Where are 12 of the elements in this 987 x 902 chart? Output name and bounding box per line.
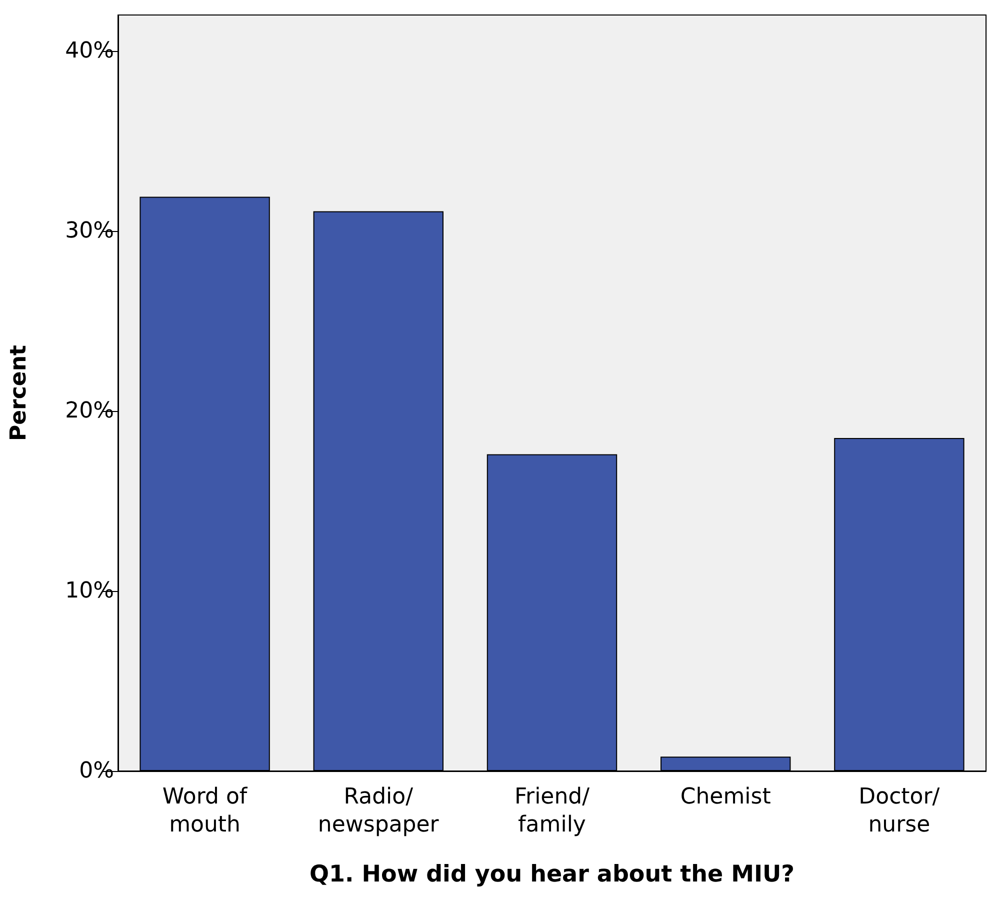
y-tick-label: 20% (65, 398, 114, 424)
y-tick-label: 40% (65, 38, 114, 64)
x-tick-label: Chemist (680, 784, 772, 810)
y-tick-label: 0% (79, 758, 114, 784)
x-tick-label: Word of mouth (162, 784, 248, 838)
x-tick-label: Doctor/ nurse (858, 784, 940, 838)
y-tick-label: 30% (65, 218, 114, 244)
y-tick-label: 10% (65, 578, 114, 604)
x-axis-title: Q1. How did you hear about the MIU? (309, 862, 795, 888)
x-tick-label: Radio/ newspaper (318, 784, 440, 838)
x-tick-label: Friend/ family (514, 784, 590, 838)
y-axis-title: Percent (6, 344, 32, 442)
